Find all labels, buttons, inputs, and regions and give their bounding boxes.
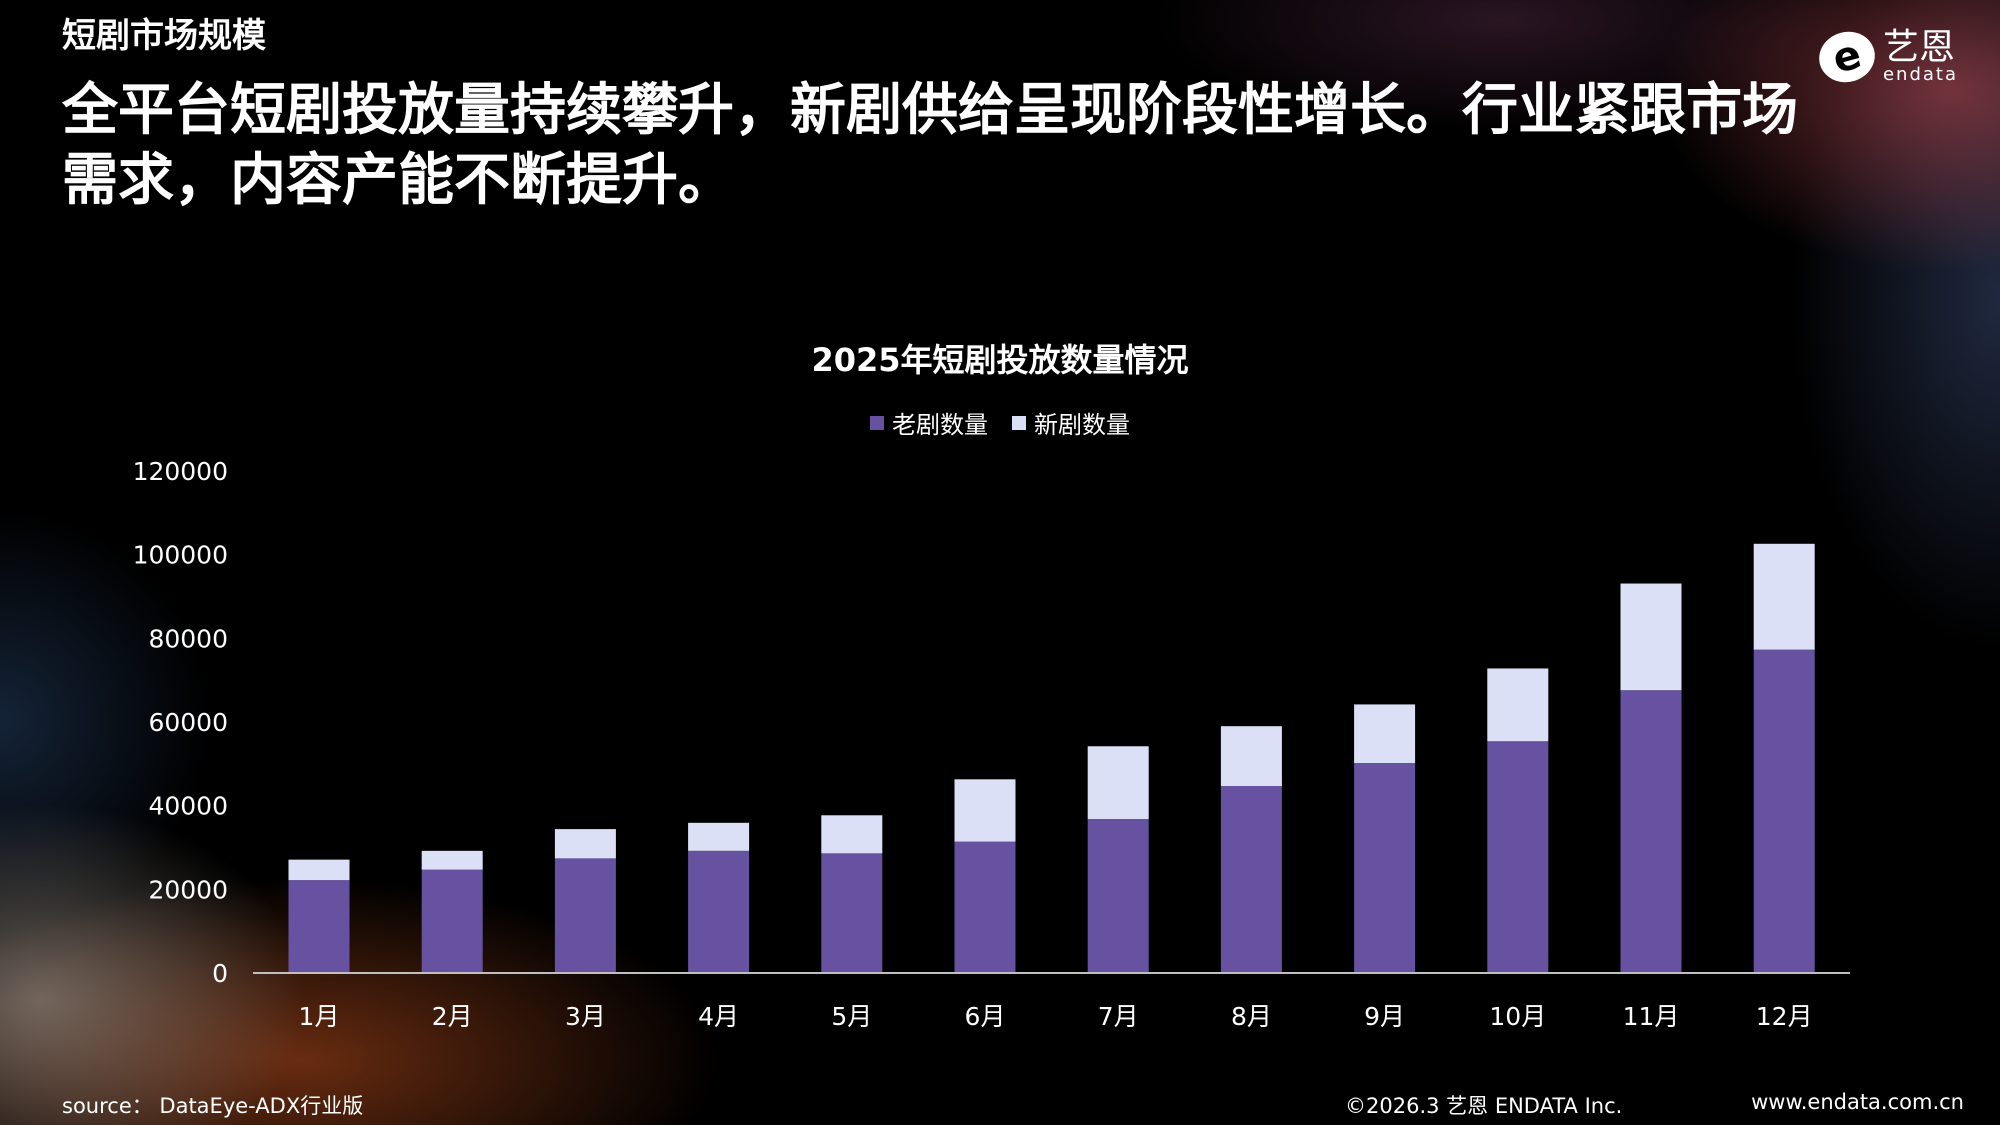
y-tick-label: 120000	[133, 457, 228, 486]
endata-logo: e 艺恩 endata	[1813, 25, 1958, 89]
legend-item-old: 老剧数量	[870, 405, 988, 440]
y-tick-label: 40000	[148, 792, 228, 821]
bar-new	[1620, 583, 1682, 691]
legend-swatch-old	[870, 415, 884, 430]
x-tick-label: 9月	[1364, 1002, 1405, 1031]
x-tick-label: 8月	[1231, 1002, 1272, 1031]
x-tick-label: 2月	[432, 1002, 473, 1031]
bar-old	[821, 853, 883, 973]
bar-old	[1620, 690, 1682, 973]
bar-old	[421, 869, 483, 973]
x-tick-label: 5月	[831, 1002, 872, 1031]
bar-new	[1354, 704, 1416, 763]
bar-new	[554, 829, 616, 859]
website-link[interactable]: www.endata.com.cn	[1751, 1090, 1964, 1114]
copyright: ©2026.3 艺恩 ENDATA Inc.	[1345, 1094, 1623, 1118]
headline: 全平台短剧投放量持续攀升，新剧供给呈现阶段性增长。行业紧跟市场需求，内容产能不断…	[62, 78, 1798, 213]
x-tick-label: 12月	[1756, 1002, 1813, 1031]
bar-old	[1087, 819, 1149, 973]
legend-item-new: 新剧数量	[1012, 405, 1130, 440]
bar-new	[821, 815, 883, 854]
legend-label-old: 老剧数量	[892, 411, 988, 439]
bar-old	[1220, 786, 1282, 973]
source-note: source： DataEye-ADX行业版	[62, 1094, 364, 1118]
x-tick-label: 7月	[1098, 1002, 1139, 1031]
bar-new	[1220, 726, 1282, 787]
bar-old	[1753, 649, 1815, 973]
bar-new	[954, 779, 1016, 842]
y-tick-label: 80000	[148, 624, 228, 653]
x-tick-label: 11月	[1623, 1002, 1680, 1031]
bar-new	[288, 859, 350, 881]
bar-old	[688, 850, 750, 973]
x-tick-label: 10月	[1489, 1002, 1546, 1031]
bar-old	[954, 841, 1016, 973]
x-tick-label: 3月	[565, 1002, 606, 1031]
section-title: 短剧市场规模	[62, 16, 266, 56]
y-tick-label: 60000	[148, 708, 228, 737]
bar-old	[1354, 762, 1416, 973]
bar-new	[1487, 668, 1549, 742]
logo-cn: 艺恩	[1882, 27, 1955, 68]
y-tick-label: 0	[212, 959, 228, 988]
y-tick-label: 20000	[148, 875, 228, 904]
y-tick-label: 100000	[133, 541, 228, 570]
x-tick-label: 1月	[299, 1002, 340, 1031]
bar-old	[288, 880, 350, 973]
bar-new	[421, 850, 483, 870]
x-tick-label: 4月	[698, 1002, 739, 1031]
x-tick-label: 6月	[965, 1002, 1006, 1031]
logo-en: endata	[1882, 64, 1958, 85]
bar-old	[554, 858, 616, 973]
bar-new	[1753, 543, 1815, 650]
legend-swatch-new	[1012, 415, 1026, 430]
bar-new	[688, 822, 750, 851]
chart-legend: 老剧数量 新剧数量	[0, 405, 2000, 440]
chart-title: 2025年短剧投放数量情况	[811, 341, 1189, 379]
bar-old	[1487, 741, 1549, 973]
bar-new	[1087, 746, 1149, 820]
legend-label-new: 新剧数量	[1034, 411, 1130, 439]
